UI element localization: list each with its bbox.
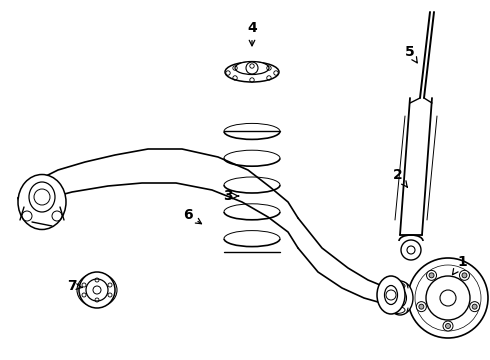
Text: 3: 3 [223, 189, 239, 203]
Ellipse shape [387, 281, 413, 315]
Ellipse shape [377, 276, 405, 314]
Circle shape [462, 273, 467, 278]
Ellipse shape [29, 182, 55, 212]
Circle shape [429, 273, 434, 278]
Text: 6: 6 [183, 208, 201, 224]
Text: 4: 4 [247, 21, 257, 46]
Circle shape [472, 304, 477, 309]
Ellipse shape [235, 62, 269, 75]
Text: 2: 2 [393, 168, 407, 187]
Text: 5: 5 [405, 45, 417, 63]
Circle shape [79, 272, 115, 308]
Circle shape [416, 302, 426, 312]
Circle shape [426, 270, 437, 280]
Ellipse shape [18, 175, 66, 230]
Ellipse shape [389, 283, 405, 289]
Circle shape [460, 270, 469, 280]
Circle shape [443, 321, 453, 331]
Ellipse shape [389, 306, 405, 314]
Circle shape [445, 324, 450, 328]
Circle shape [419, 304, 424, 309]
Circle shape [469, 302, 480, 312]
Text: 1: 1 [452, 255, 467, 275]
Text: 7: 7 [67, 279, 82, 293]
Ellipse shape [225, 62, 279, 82]
Ellipse shape [77, 273, 117, 307]
Circle shape [401, 240, 421, 260]
